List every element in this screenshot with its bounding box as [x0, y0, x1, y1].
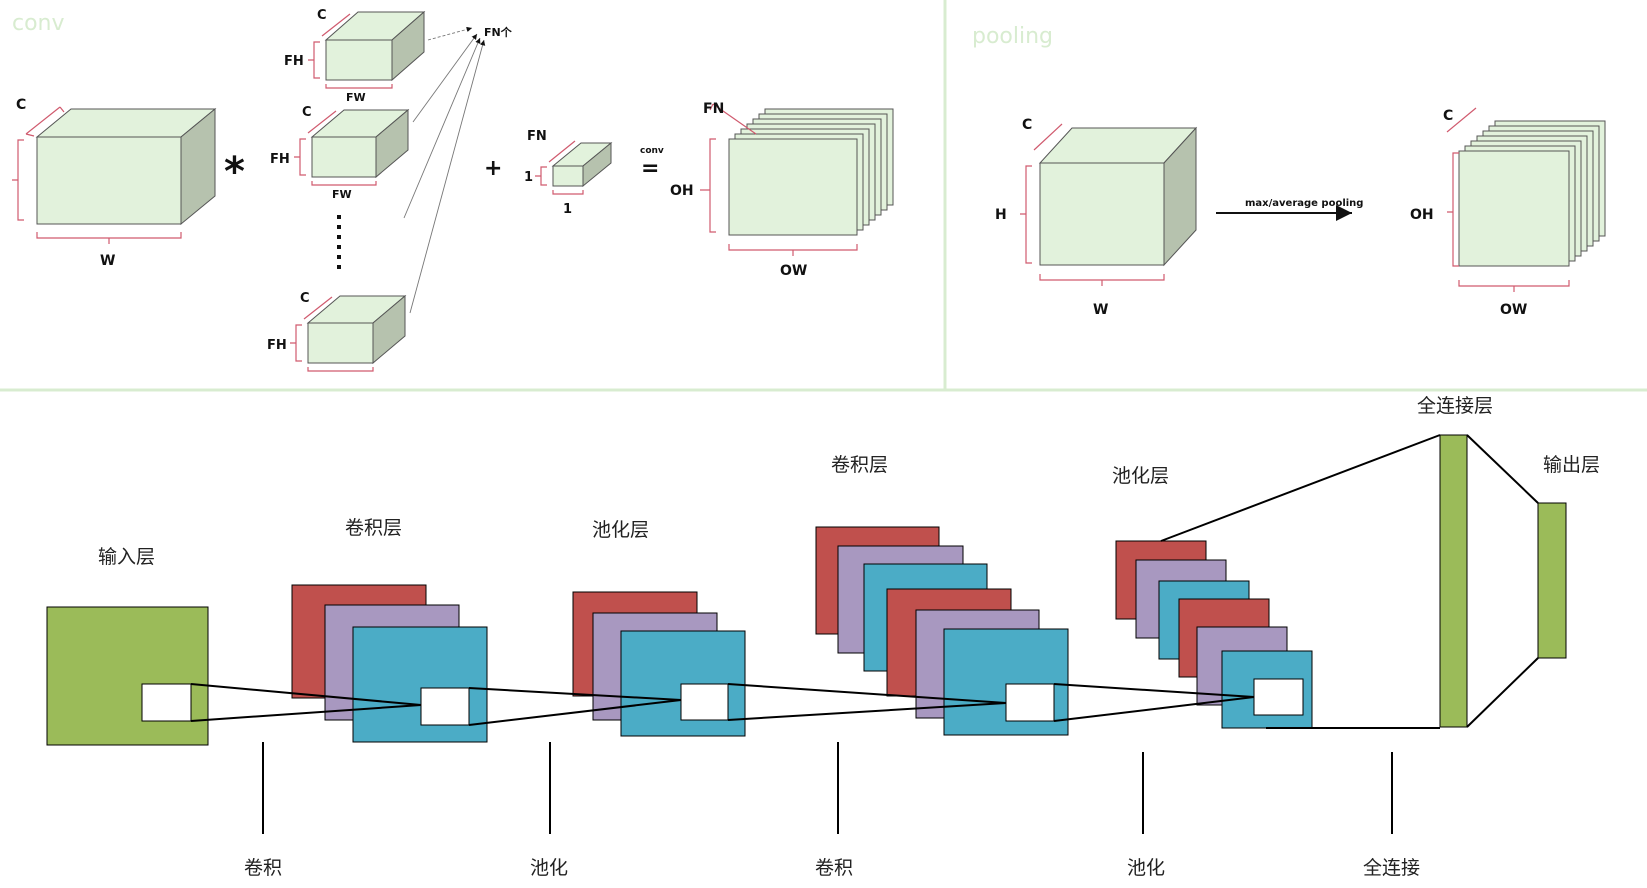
filter-2-fh-label: FH — [270, 152, 290, 167]
conv-panel-title: conv — [12, 11, 65, 36]
filter-cube-1 — [324, 10, 426, 82]
pooling-output-ow-label: OW — [1500, 302, 1527, 318]
plus-sign: + — [484, 156, 502, 181]
conv-output-ow-label: OW — [780, 263, 807, 279]
pool1-feature-maps — [572, 591, 746, 737]
layer-title-conv2: 卷积层 — [831, 454, 888, 476]
layer-title-pool2: 池化层 — [1112, 465, 1169, 487]
operation-label-fc: 全连接 — [1363, 857, 1420, 879]
connection-lines — [190, 434, 1539, 729]
conv-output-layers — [728, 108, 894, 236]
input-cube — [35, 107, 217, 226]
pooling-input-cube — [1038, 126, 1198, 267]
operation-label-pool2: 池化 — [1127, 857, 1165, 879]
pooling-output-layers — [1458, 120, 1606, 267]
filter-2-brackets — [294, 110, 377, 186]
output-layer — [1537, 502, 1567, 659]
bias-brackets — [535, 140, 584, 195]
conv-panel: conv C W * C FH FW — [12, 8, 894, 372]
pooling-output-brackets — [1446, 107, 1570, 292]
bias-fn-label: FN — [527, 129, 547, 144]
multiply-sign: * — [224, 149, 245, 195]
filter-cube-2 — [310, 108, 410, 179]
operation-label-conv1: 卷积 — [244, 857, 282, 879]
filter-1-fh-label: FH — [284, 54, 304, 69]
layer-title-output: 输出层 — [1543, 454, 1600, 476]
conv-output-oh-label: OH — [670, 183, 694, 199]
pooling-output-c-label: C — [1443, 108, 1453, 124]
pooling-output-stack — [1458, 120, 1606, 267]
operation-label-conv2: 卷积 — [815, 857, 853, 879]
filter-2-c-label: C — [302, 105, 312, 120]
conv-output-fn-label: FN — [703, 101, 724, 117]
equals-sign: = — [641, 156, 659, 181]
fn-count-label: FN个 — [484, 25, 513, 39]
pooling-input-brackets — [1020, 123, 1165, 286]
bias-cube — [551, 141, 613, 188]
operation-markers — [262, 742, 1393, 834]
conv-output-layer-0 — [728, 138, 858, 236]
pooling-panel: pooling C H W max/average pooling C OH O… — [972, 24, 1606, 318]
bias-height-label: 1 — [524, 170, 533, 185]
filter-ellipsis-dots — [337, 215, 341, 269]
input-cube-c-label: C — [16, 97, 26, 113]
filter-n-fh-label: FH — [267, 338, 287, 353]
filter-1-brackets — [308, 13, 393, 89]
layer-title-conv1: 卷积层 — [345, 517, 402, 539]
conv-output-brackets — [700, 103, 858, 256]
conv2-feature-maps — [815, 526, 1069, 736]
fn-count-arrows — [403, 26, 486, 314]
pooling-input-c-label: C — [1022, 117, 1032, 133]
input-layer — [46, 606, 209, 746]
pooling-input-h-label: H — [995, 207, 1007, 223]
input-receptive-window — [141, 683, 192, 722]
conv-output-stack — [728, 108, 894, 236]
layer-title-pool1: 池化层 — [592, 519, 649, 541]
filter-cube-n — [306, 294, 407, 365]
layer-title-input: 输入层 — [98, 546, 155, 568]
input-cube-brackets — [12, 106, 182, 244]
pooling-output-oh-label: OH — [1410, 207, 1434, 223]
pooling-panel-title: pooling — [972, 24, 1053, 49]
filter-1-c-label: C — [317, 8, 327, 23]
pool2-feature-maps — [1115, 540, 1313, 729]
filter-2-fw-label: FW — [332, 188, 352, 201]
conv1-feature-maps — [291, 584, 488, 743]
filter-n-c-label: C — [300, 291, 310, 306]
layer-title-fc: 全连接层 — [1417, 395, 1493, 417]
filter-n-brackets — [290, 296, 374, 372]
filter-1-fw-label: FW — [346, 91, 366, 104]
fc-layer — [1439, 434, 1468, 728]
cnn-pipeline: 输入层 卷积层 池化层 卷积层 池化层 全连接层 输出层 — [46, 395, 1600, 879]
conv-over-equals: conv — [640, 146, 664, 156]
input-cube-w-label: W — [100, 253, 115, 269]
bias-width-label: 1 — [563, 202, 572, 217]
operation-label-pool1: 池化 — [530, 857, 568, 879]
pooling-arrow-label: max/average pooling — [1245, 198, 1363, 209]
pooling-input-w-label: W — [1093, 302, 1108, 318]
pooling-output-layer-0 — [1458, 150, 1570, 267]
